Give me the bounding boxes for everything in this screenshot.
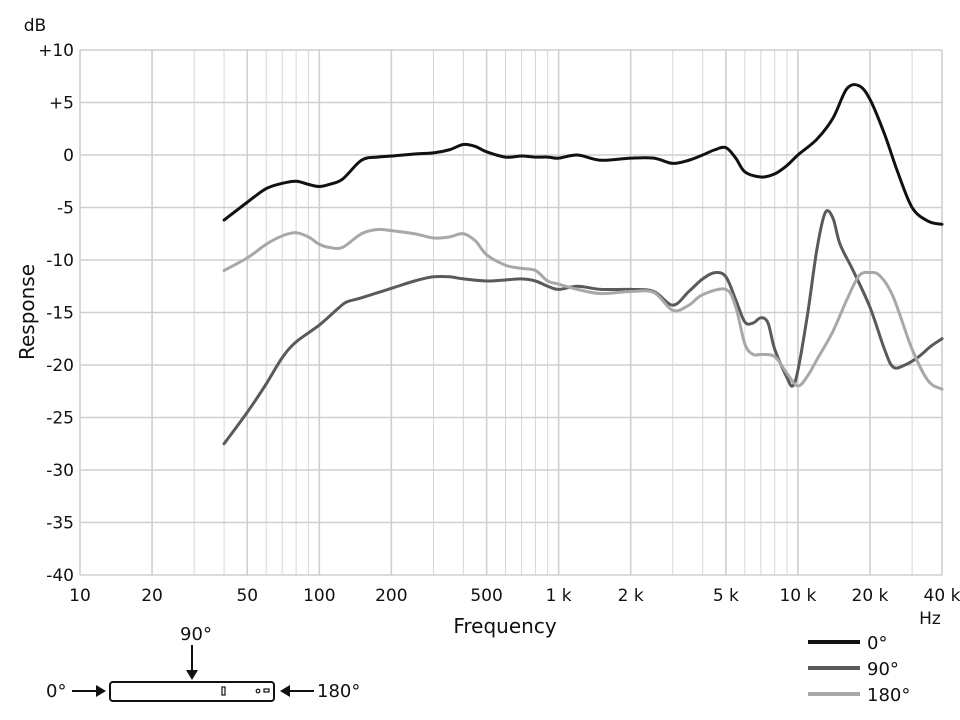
legend-label: 0°: [867, 633, 887, 654]
x-tick-label: 200: [375, 586, 407, 606]
major-gridlines: [79, 49, 943, 576]
x-tick-label: 10: [69, 586, 91, 606]
diagram-label-90: 90°: [180, 624, 212, 645]
microphone-slot: [263, 688, 270, 693]
y-tick-label: -25: [46, 409, 74, 429]
x-axis-ticks: 10 20 50 100 200 500 1 k 2 k 5 k 10 k 20 k 40 k: [69, 586, 960, 606]
y-tick-label: -15: [46, 304, 74, 324]
microphone-body: [109, 681, 275, 702]
x-tick-label: 20: [141, 586, 163, 606]
arrow-0-head: [96, 685, 106, 697]
x-axis-title: Frequency: [453, 614, 556, 638]
y-tick-label: -35: [46, 514, 74, 534]
y-axis-ticks: +10 +5 0 -5 -10 -15 -20 -25 -30 -35 -40: [38, 41, 74, 586]
x-tick-label: 2 k: [618, 586, 644, 606]
x-tick-label: 500: [470, 586, 502, 606]
y-tick-label: -30: [46, 461, 74, 481]
orientation-diagram: 90° 0° 180°: [46, 624, 360, 702]
series-lines: [222, 83, 944, 446]
x-tick-label: 100: [303, 586, 335, 606]
y-tick-label: +5: [49, 94, 74, 114]
y-tick-label: -40: [46, 566, 74, 586]
y-tick-label: +10: [38, 41, 74, 61]
y-tick-label: -5: [57, 199, 74, 219]
arrow-180-head: [280, 685, 290, 697]
x-tick-label: 20 k: [852, 586, 889, 606]
x-tick-label: 40 k: [924, 586, 960, 606]
x-tick-label: 1 k: [546, 586, 572, 606]
series-line: [222, 209, 944, 446]
diagram-label-180: 180°: [317, 681, 360, 702]
y-unit-label: dB: [24, 16, 46, 36]
microphone-dot: [255, 688, 261, 694]
microphone-port: [221, 686, 226, 696]
x-tick-label: 50: [236, 586, 258, 606]
x-tick-label: 5 k: [713, 586, 739, 606]
y-tick-label: -20: [46, 356, 74, 376]
arrow-90-head: [186, 670, 198, 680]
x-tick-label: 10 k: [779, 586, 816, 606]
x-unit-label: Hz: [919, 609, 941, 629]
legend: 0° 90° 180°: [808, 633, 910, 706]
diagram-label-0: 0°: [46, 681, 66, 702]
legend-label: 90°: [867, 659, 899, 680]
y-tick-label: 0: [63, 146, 74, 166]
y-tick-label: -10: [46, 251, 74, 271]
series-line: [222, 227, 944, 391]
legend-label: 180°: [867, 685, 910, 706]
y-axis-title: Response: [15, 264, 39, 360]
series-line: [222, 83, 944, 226]
